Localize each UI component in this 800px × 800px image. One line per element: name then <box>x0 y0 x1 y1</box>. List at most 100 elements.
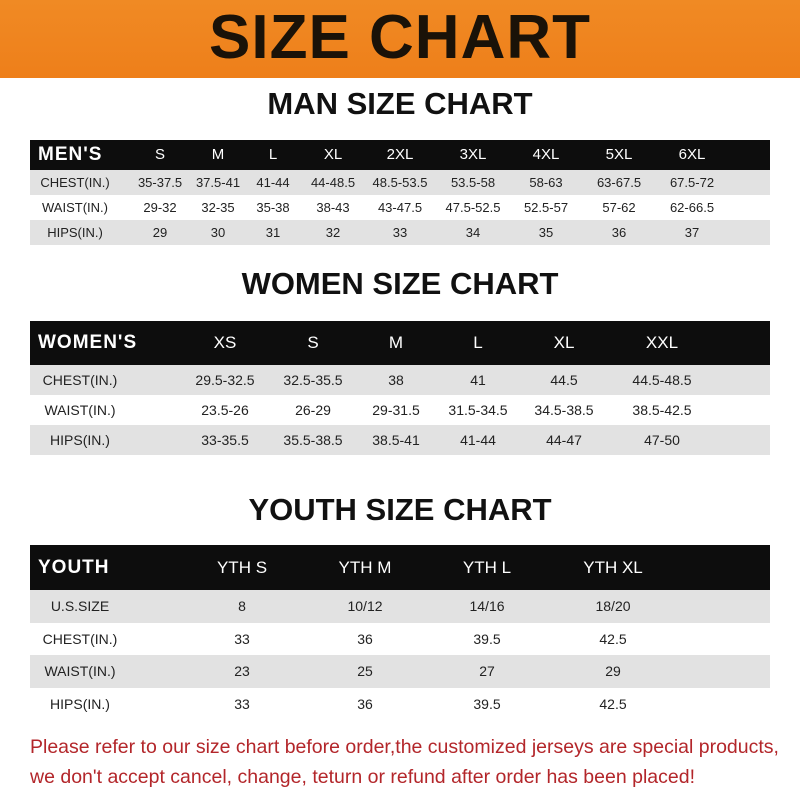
size-header-cell: 2XL <box>386 146 414 163</box>
measure-value-cell: 33 <box>234 630 250 647</box>
measure-value-cell: 23 <box>234 663 250 679</box>
measure-value-cell: 38.5-41 <box>372 432 420 448</box>
measure-value-cell: 42.5 <box>599 695 627 712</box>
measure-value-cell: 37.5-41 <box>195 175 241 190</box>
measure-value-cell: 30 <box>210 225 226 240</box>
women-title: WOMEN SIZE CHART <box>241 266 559 301</box>
measure-value-cell: 32.5-35.5 <box>283 372 343 388</box>
banner-title: SIZE CHART <box>209 3 591 72</box>
measure-value-cell: 8 <box>238 598 246 614</box>
size-header-cell: L <box>473 333 483 352</box>
measure-value-cell: 23.5-26 <box>201 402 249 418</box>
measure-label-cell: U.S.SIZE <box>50 598 110 614</box>
measure-value-cell: 62-66.5 <box>669 200 715 215</box>
measure-label-cell: HIPS(IN.) <box>47 225 103 240</box>
measure-label-cell: CHEST(IN.) <box>40 175 110 190</box>
measure-value-cell: 39.5 <box>473 695 501 712</box>
size-header-cell: XXL <box>645 333 679 352</box>
youth-header-row: YOUTH YTH S YTH M YTH L YTH XL <box>30 545 770 590</box>
size-header-cell: YTH L <box>462 558 512 577</box>
measure-value-cell: 39.5 <box>473 630 501 647</box>
table-row: U.S.SIZE 8 10/12 14/16 18/20 <box>30 590 770 623</box>
measure-value-cell: 38-43 <box>316 200 350 215</box>
table-row: HIPS(IN.) 33 36 39.5 42.5 <box>30 687 770 720</box>
measure-value-cell: 14/16 <box>469 598 505 614</box>
measure-label-cell: WAIST(IN.) <box>44 663 116 679</box>
measure-value-cell: 29-31.5 <box>372 402 420 418</box>
size-header-cell: 4XL <box>532 146 560 163</box>
measure-value-cell: 53.5-58 <box>450 175 496 190</box>
table-title-cell: WOMEN'S <box>38 332 138 353</box>
measure-value-cell: 36 <box>357 630 373 647</box>
measure-value-cell: 29-32 <box>143 200 177 215</box>
table-row: CHEST(IN.) 29.5-32.5 32.5-35.5 38 41 44.5 44.5… <box>30 365 770 395</box>
measure-value-cell: 44.5 <box>550 372 578 388</box>
measure-value-cell: 44.5-48.5 <box>632 372 692 388</box>
measure-value-cell: 43-47.5 <box>377 200 423 215</box>
measure-value-cell: 37 <box>684 225 700 240</box>
measure-value-cell: 36 <box>357 695 373 712</box>
measure-value-cell: 47-50 <box>644 432 680 448</box>
table-title-cell: YOUTH <box>38 557 110 578</box>
measure-value-cell: 10/12 <box>347 598 383 614</box>
measure-value-cell: 44-47 <box>546 432 582 448</box>
measure-value-cell: 33 <box>392 225 408 240</box>
size-header-cell: YTH XL <box>583 558 643 577</box>
size-header-cell: L <box>268 146 278 163</box>
size-header-cell: 6XL <box>678 146 706 163</box>
measure-value-cell: 38 <box>388 372 404 388</box>
measure-label-cell: HIPS(IN.) <box>50 432 110 448</box>
measure-value-cell: 47.5-52.5 <box>445 200 501 215</box>
measure-label-cell: HIPS(IN.) <box>50 695 110 712</box>
measure-value-cell: 48.5-53.5 <box>372 175 428 190</box>
table-row: CHEST(IN.) 33 36 39.5 42.5 <box>30 622 770 655</box>
table-row: HIPS(IN.) 29 30 31 32 33 34 35 36 37 <box>30 220 770 245</box>
measure-value-cell: 35-38 <box>256 200 290 215</box>
measure-value-cell: 32 <box>325 225 341 240</box>
measure-value-cell: 31.5-34.5 <box>448 402 508 418</box>
size-header-cell: YTH S <box>216 558 268 577</box>
measure-label-cell: WAIST(IN.) <box>42 200 108 215</box>
measure-value-cell: 58-63 <box>529 175 563 190</box>
measure-value-cell: 31 <box>265 225 281 240</box>
table-row: CHEST(IN.) 35-37.5 37.5-41 41-44 44-48.5 48.5… <box>30 170 770 195</box>
measure-value-cell: 27 <box>479 663 495 679</box>
measure-value-cell: 57-62 <box>602 200 636 215</box>
measure-value-cell: 41 <box>470 372 486 388</box>
size-header-cell: M <box>388 333 404 352</box>
measure-value-cell: 26-29 <box>295 402 331 418</box>
measure-value-cell: 35.5-38.5 <box>283 432 343 448</box>
size-header-cell: S <box>154 146 166 163</box>
measure-value-cell: 63-67.5 <box>596 175 642 190</box>
measure-value-cell: 38.5-42.5 <box>632 402 692 418</box>
table-title-cell: MEN'S <box>38 144 103 165</box>
size-header-cell: XL <box>553 333 575 352</box>
notice-line-1: Please refer to our size chart before or… <box>30 736 779 758</box>
table-row: HIPS(IN.) 33-35.5 35.5-38.5 38.5-41 41-44 44-… <box>30 425 770 455</box>
size-header-cell: XL <box>323 146 343 163</box>
measure-value-cell: 35-37.5 <box>137 175 183 190</box>
women-header-row: WOMEN'S XS S M L XL XXL <box>30 321 770 365</box>
measure-value-cell: 34 <box>465 225 481 240</box>
notice-line-2: we don't accept cancel, change, teturn o… <box>30 766 695 788</box>
men-header-row: MEN'S S M L XL 2XL 3XL 4XL 5XL 6XL <box>30 140 770 170</box>
measure-value-cell: 44-48.5 <box>310 175 356 190</box>
measure-value-cell: 25 <box>357 663 373 679</box>
measure-value-cell: 41-44 <box>460 432 496 448</box>
measure-value-cell: 67.5-72 <box>669 175 715 190</box>
measure-value-cell: 18/20 <box>595 598 631 614</box>
measure-value-cell: 42.5 <box>599 630 627 647</box>
size-header-cell: 3XL <box>459 146 487 163</box>
youth-title: YOUTH SIZE CHART <box>248 492 552 527</box>
measure-value-cell: 29 <box>152 225 168 240</box>
men-title: MAN SIZE CHART <box>267 86 533 121</box>
size-header-cell: XS <box>213 333 237 352</box>
table-row: WAIST(IN.) 23 25 27 29 <box>30 655 770 688</box>
measure-label-cell: CHEST(IN.) <box>42 630 118 647</box>
size-header-cell: S <box>307 333 319 352</box>
measure-value-cell: 41-44 <box>256 175 290 190</box>
size-header-cell: 5XL <box>605 146 633 163</box>
table-row: WAIST(IN.) 29-32 32-35 35-38 38-43 43-47.5 47.… <box>30 195 770 220</box>
table-row: WAIST(IN.) 23.5-26 26-29 29-31.5 31.5-34.5 34… <box>30 395 770 425</box>
measure-value-cell: 34.5-38.5 <box>534 402 594 418</box>
